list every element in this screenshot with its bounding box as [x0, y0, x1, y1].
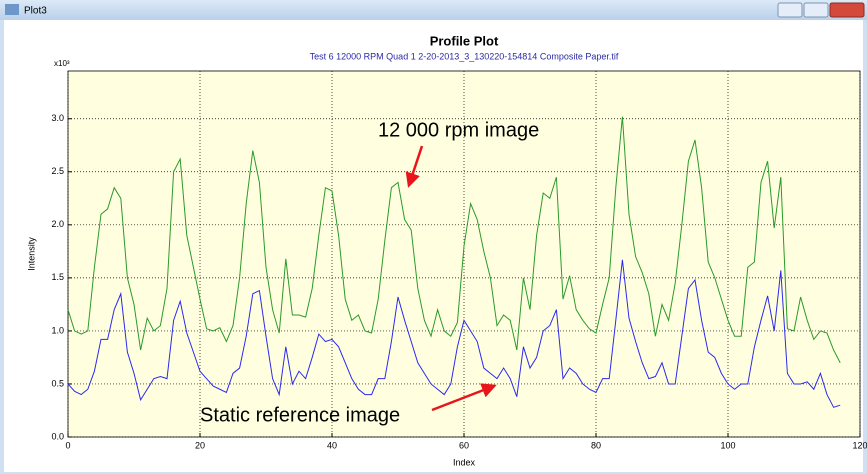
annotation-arrow — [431, 383, 497, 412]
window-icon — [5, 4, 19, 15]
annotation: 12 000 rpm image — [378, 119, 539, 141]
y-tick-label: 2.5 — [51, 166, 64, 176]
line-series — [67, 259, 841, 408]
x-tick-label: 60 — [459, 440, 469, 450]
y-tick-label: 3.0 — [51, 113, 64, 123]
x-axis-label: Index — [453, 457, 476, 467]
chart-title: Profile Plot — [430, 33, 499, 48]
window-title: Plot3 — [24, 6, 47, 17]
x-tick-label: 80 — [591, 440, 601, 450]
close-button[interactable] — [829, 2, 865, 18]
line-series — [67, 116, 841, 363]
annotation: Static reference image — [200, 404, 400, 426]
x-tick-label: 20 — [195, 440, 205, 450]
y-tick-label: 2.0 — [51, 219, 64, 229]
x-tick-label: 40 — [327, 440, 337, 450]
chart-subtitle: Test 6 12000 RPM Quad 1 2-20-2013_3_1302… — [310, 51, 619, 61]
annotation-arrow — [405, 145, 424, 188]
x-tick-label: 0 — [65, 440, 70, 450]
y-tick-label: 1.5 — [51, 272, 64, 282]
y-axis-label: Intensity — [26, 237, 36, 271]
y-tick-label: 1.0 — [51, 325, 64, 335]
y-tick-label: 0.5 — [51, 378, 64, 388]
y-tick-label: 0.0 — [51, 431, 64, 441]
minimize-button[interactable] — [777, 2, 803, 18]
x-tick-label: 100 — [720, 440, 735, 450]
y-multiplier: x10³ — [54, 59, 70, 68]
x-tick-label: 120 — [852, 440, 867, 450]
maximize-button[interactable] — [803, 2, 829, 18]
title-bar — [0, 0, 867, 20]
